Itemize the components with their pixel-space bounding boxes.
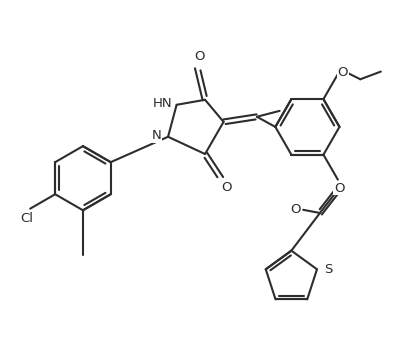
Text: Cl: Cl: [20, 212, 33, 225]
Text: N: N: [152, 129, 161, 142]
Text: O: O: [338, 66, 348, 79]
Text: O: O: [290, 203, 301, 216]
Text: O: O: [221, 181, 231, 194]
Text: O: O: [194, 50, 205, 63]
Text: S: S: [324, 263, 332, 276]
Text: O: O: [334, 182, 344, 195]
Text: HN: HN: [153, 97, 172, 110]
